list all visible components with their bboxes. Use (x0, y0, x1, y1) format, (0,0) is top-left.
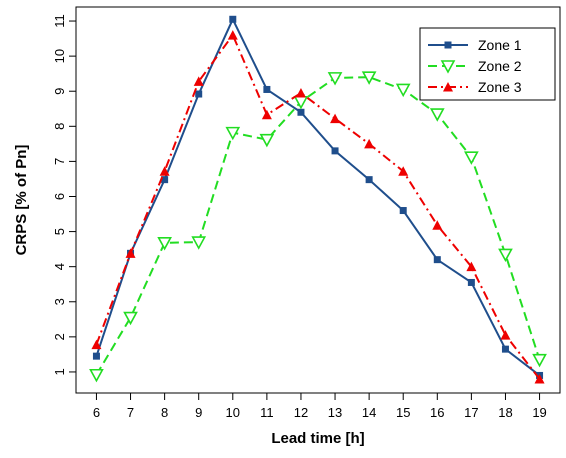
data-point (500, 330, 511, 340)
data-point (534, 373, 545, 384)
data-point (229, 15, 237, 23)
data-point (532, 353, 547, 368)
legend-marker (444, 41, 452, 49)
x-tick-label: 8 (161, 405, 168, 420)
data-point (161, 176, 169, 184)
plot-frame (75, 6, 561, 394)
x-axis-label: Lead time [h] (271, 430, 364, 447)
data-point (91, 339, 102, 350)
data-point (297, 108, 305, 116)
x-tick-label: 18 (498, 405, 512, 420)
y-tick-label: 1 (52, 368, 67, 375)
data-point (364, 138, 375, 149)
data-point (227, 30, 238, 40)
y-axis: 1 2 3 4 5 6 7 8 9 10 11 (52, 14, 76, 376)
data-point (331, 147, 339, 155)
y-tick-label: 3 (52, 298, 67, 305)
legend: Zone 1 Zone 2 Zone 3 (419, 27, 556, 101)
y-tick-label: 4 (52, 263, 67, 270)
series-2 (89, 71, 547, 383)
data-point (191, 236, 207, 250)
y-tick-label: 8 (52, 123, 67, 130)
data-point (261, 109, 272, 120)
data-point (159, 166, 170, 176)
data-point (395, 83, 411, 98)
data-point (195, 90, 203, 98)
y-tick-label: 6 (52, 193, 67, 200)
y-tick-label: 7 (52, 158, 67, 165)
data-point (365, 176, 373, 184)
data-point (295, 87, 306, 98)
data-point (466, 261, 477, 272)
legend-item: Zone 3 (428, 79, 522, 95)
legend-label: Zone 2 (478, 58, 522, 74)
data-point (259, 133, 275, 148)
data-point (467, 278, 475, 286)
x-tick-label: 13 (328, 405, 342, 420)
y-tick-label: 11 (52, 14, 67, 28)
data-point (498, 248, 513, 263)
data-point (293, 95, 309, 110)
x-axis: 6 7 8 9 10 11 12 13 14 15 16 17 18 19 (93, 393, 547, 420)
series-3 (91, 30, 545, 384)
y-tick-label: 5 (52, 228, 67, 235)
x-tick-label: 14 (362, 405, 376, 420)
legend-item: Zone 2 (428, 58, 522, 74)
data-point (193, 76, 204, 86)
data-point (330, 113, 341, 124)
x-tick-label: 9 (195, 405, 202, 420)
x-tick-label: 10 (226, 405, 240, 420)
y-tick-label: 10 (52, 49, 67, 63)
y-tick-label: 2 (52, 333, 67, 340)
x-tick-label: 19 (532, 405, 546, 420)
x-tick-label: 6 (93, 405, 100, 420)
legend-marker (440, 60, 456, 74)
series-line (95, 16, 541, 377)
data-point (433, 256, 441, 264)
y-axis-label: CRPS [% of Pn] (13, 145, 30, 256)
series-layer (89, 15, 547, 384)
data-point (429, 108, 445, 122)
data-point (125, 248, 136, 258)
data-point (225, 126, 241, 141)
data-point (123, 311, 138, 326)
x-tick-label: 15 (396, 405, 410, 420)
data-point (89, 368, 104, 383)
data-point (501, 345, 509, 353)
series-line (95, 33, 541, 380)
legend-item: Zone 1 (428, 37, 522, 53)
data-point (432, 220, 443, 230)
data-point (464, 151, 479, 165)
x-tick-label: 17 (464, 405, 478, 420)
data-point (399, 207, 407, 215)
data-point (263, 85, 271, 93)
data-point (92, 352, 100, 360)
x-tick-label: 7 (127, 405, 134, 420)
series-1 (92, 15, 544, 379)
data-point (398, 166, 409, 176)
y-tick-label: 9 (52, 88, 67, 95)
series-line (95, 76, 541, 376)
data-point (361, 71, 377, 85)
data-point (157, 237, 172, 251)
x-tick-label: 16 (430, 405, 444, 420)
legend-label: Zone 3 (478, 79, 522, 95)
x-tick-label: 11 (260, 405, 274, 420)
legend-marker (443, 82, 453, 92)
x-tick-label: 12 (294, 405, 308, 420)
data-point (327, 72, 343, 86)
legend-label: Zone 1 (478, 37, 522, 53)
